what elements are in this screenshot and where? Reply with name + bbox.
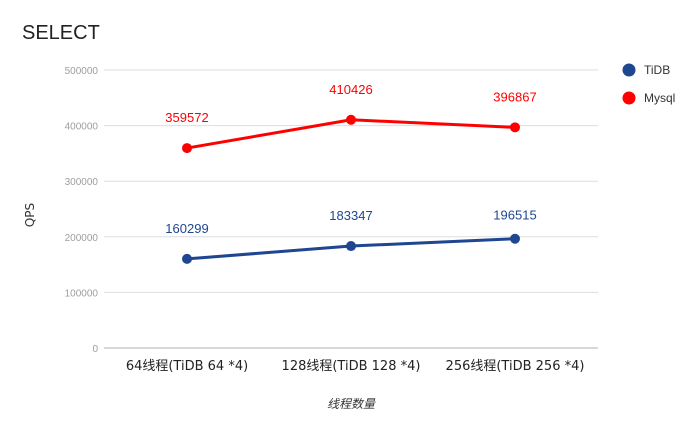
y-axis-ticks: 0 100000 200000 300000 400000 500000 xyxy=(65,66,99,355)
data-point xyxy=(182,253,192,264)
data-label: 396867 xyxy=(493,89,536,104)
x-category-label: 64线程(TiDB 64 *4) xyxy=(126,359,248,374)
y-tick-label: 0 xyxy=(92,344,98,355)
legend-marker xyxy=(622,63,636,77)
legend-marker xyxy=(622,91,636,105)
legend-label: Mysql xyxy=(644,91,675,105)
y-tick-label: 400000 xyxy=(65,122,99,133)
data-label: 196515 xyxy=(493,208,536,223)
data-point xyxy=(346,114,356,125)
data-point xyxy=(510,122,520,133)
x-axis-title: 线程数量 xyxy=(327,397,376,411)
y-axis-title: QPS xyxy=(23,203,37,227)
data-label: 410426 xyxy=(329,82,372,97)
x-axis-categories: 64线程(TiDB 64 *4) 128线程(TiDB 128 *4) 256线程(… xyxy=(126,359,585,374)
x-category-label: 128线程(TiDB 128 *4) xyxy=(282,359,421,374)
data-labels: 160299 183347 196515 359572 410426 396867 xyxy=(165,82,536,236)
y-tick-label: 200000 xyxy=(65,233,99,244)
y-tick-label: 500000 xyxy=(65,66,99,77)
y-tick-label: 300000 xyxy=(65,177,99,188)
y-tick-label: 100000 xyxy=(65,288,99,299)
chart-title: SELECT xyxy=(22,22,100,44)
data-label: 359572 xyxy=(165,110,208,125)
data-label: 160299 xyxy=(165,221,208,236)
legend-label: TiDB xyxy=(644,63,670,77)
data-point xyxy=(510,233,520,244)
legend: TiDB Mysql xyxy=(622,63,675,105)
data-point xyxy=(182,143,192,154)
data-label: 183347 xyxy=(329,208,372,223)
x-category-label: 256线程(TiDB 256 *4) xyxy=(446,359,585,374)
series-lines xyxy=(182,114,520,264)
data-point xyxy=(346,241,356,252)
